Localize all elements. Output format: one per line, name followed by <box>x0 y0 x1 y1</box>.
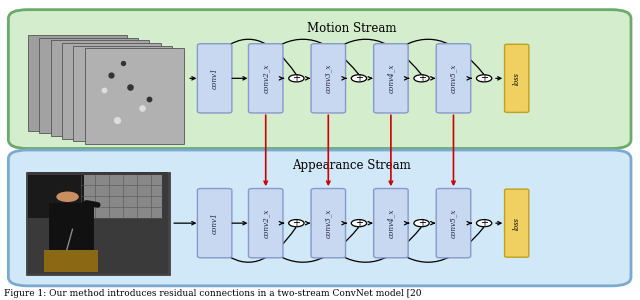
Text: +: + <box>480 73 488 83</box>
FancyBboxPatch shape <box>49 203 93 254</box>
Text: +: + <box>355 218 363 228</box>
Circle shape <box>351 220 367 227</box>
FancyBboxPatch shape <box>85 49 184 144</box>
FancyBboxPatch shape <box>248 188 283 258</box>
FancyArrowPatch shape <box>279 228 358 262</box>
Point <box>138 106 148 111</box>
FancyArrowPatch shape <box>228 228 296 262</box>
Circle shape <box>56 191 79 202</box>
Text: conv4_x: conv4_x <box>387 208 395 238</box>
Point <box>112 118 122 122</box>
Text: conv1: conv1 <box>211 212 219 234</box>
Text: Figure 1: Our method introduces residual connections in a two-stream ConvNet mod: Figure 1: Our method introduces residual… <box>4 289 421 298</box>
Text: conv3_x: conv3_x <box>324 208 332 238</box>
FancyBboxPatch shape <box>8 10 631 148</box>
Text: loss: loss <box>513 217 521 230</box>
Circle shape <box>289 220 304 227</box>
Text: +: + <box>292 218 300 228</box>
FancyBboxPatch shape <box>39 38 138 133</box>
FancyBboxPatch shape <box>28 35 127 130</box>
FancyBboxPatch shape <box>248 44 283 113</box>
Circle shape <box>476 220 492 227</box>
Text: Appearance Stream: Appearance Stream <box>292 159 412 172</box>
FancyBboxPatch shape <box>51 40 150 136</box>
Circle shape <box>289 75 304 82</box>
FancyBboxPatch shape <box>504 44 529 112</box>
FancyBboxPatch shape <box>197 188 232 258</box>
FancyArrowPatch shape <box>279 39 358 74</box>
Text: conv5_x: conv5_x <box>449 64 458 93</box>
FancyBboxPatch shape <box>311 188 346 258</box>
Text: conv3_x: conv3_x <box>324 64 332 93</box>
FancyBboxPatch shape <box>28 176 84 218</box>
FancyBboxPatch shape <box>374 188 408 258</box>
Circle shape <box>414 220 429 227</box>
FancyArrowPatch shape <box>342 228 420 262</box>
FancyBboxPatch shape <box>8 150 631 286</box>
Text: +: + <box>355 73 363 83</box>
FancyBboxPatch shape <box>26 172 170 275</box>
FancyBboxPatch shape <box>44 250 98 272</box>
FancyBboxPatch shape <box>436 44 470 113</box>
Circle shape <box>476 75 492 82</box>
FancyBboxPatch shape <box>81 176 163 218</box>
Text: +: + <box>417 73 426 83</box>
Text: loss: loss <box>513 72 521 85</box>
FancyBboxPatch shape <box>311 44 346 113</box>
Text: conv1: conv1 <box>211 68 219 89</box>
Point <box>118 61 129 66</box>
FancyArrowPatch shape <box>342 39 420 74</box>
FancyBboxPatch shape <box>436 188 470 258</box>
Text: conv2_x: conv2_x <box>262 208 269 238</box>
FancyArrowPatch shape <box>404 228 483 262</box>
FancyArrowPatch shape <box>228 39 296 74</box>
Point <box>106 73 116 78</box>
Text: Motion Stream: Motion Stream <box>307 22 397 34</box>
Circle shape <box>351 75 367 82</box>
Point <box>99 88 109 93</box>
Point <box>144 97 154 102</box>
FancyBboxPatch shape <box>74 46 173 141</box>
FancyBboxPatch shape <box>374 44 408 113</box>
FancyBboxPatch shape <box>28 172 168 274</box>
Text: conv5_x: conv5_x <box>449 208 458 238</box>
Text: +: + <box>292 73 300 83</box>
Text: conv4_x: conv4_x <box>387 64 395 93</box>
FancyBboxPatch shape <box>504 189 529 257</box>
Point <box>125 85 135 90</box>
FancyArrowPatch shape <box>404 39 483 74</box>
FancyBboxPatch shape <box>62 43 161 139</box>
Text: +: + <box>480 218 488 228</box>
Text: conv2_x: conv2_x <box>262 64 269 93</box>
Circle shape <box>414 75 429 82</box>
Text: +: + <box>417 218 426 228</box>
FancyBboxPatch shape <box>197 44 232 113</box>
